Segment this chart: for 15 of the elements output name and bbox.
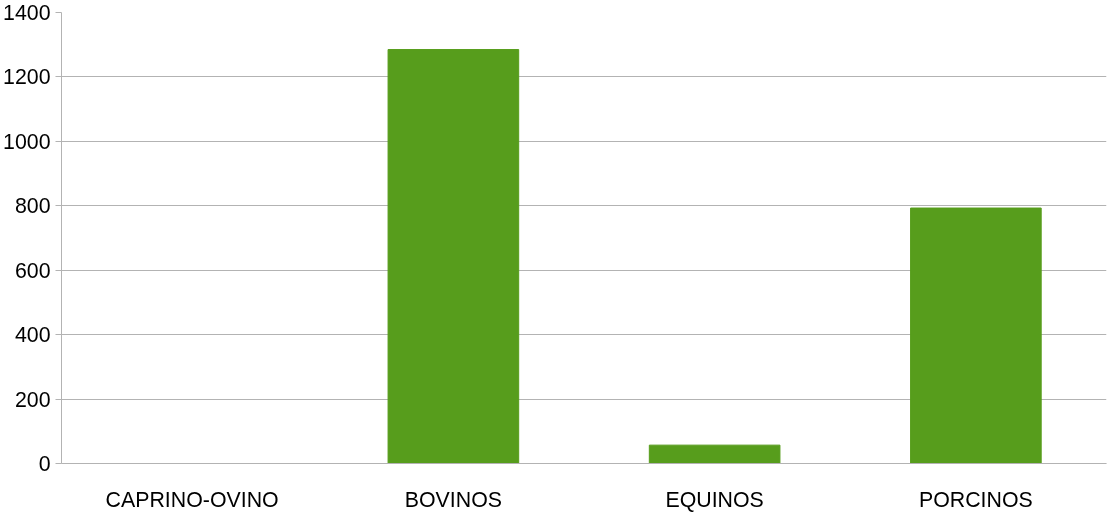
bar	[648, 444, 781, 464]
x-tick-label: CAPRINO-OVINO	[105, 487, 279, 512]
bar	[910, 207, 1042, 464]
y-tick-label: 600	[14, 258, 51, 283]
y-tick-label: 1200	[3, 65, 51, 90]
x-tick-label: PORCINOS	[918, 487, 1033, 512]
x-tick-label: EQUINOS	[665, 487, 764, 512]
y-tick-label: 1000	[3, 129, 51, 154]
bar	[387, 49, 520, 464]
y-tick-label: 200	[14, 387, 51, 412]
y-tick-label: 1400	[3, 1, 51, 25]
y-tick-label: 800	[14, 194, 51, 219]
x-tick-label: BOVINOS	[404, 487, 502, 512]
y-tick-label: 0	[38, 452, 51, 476]
y-tick-label: 400	[14, 323, 51, 348]
